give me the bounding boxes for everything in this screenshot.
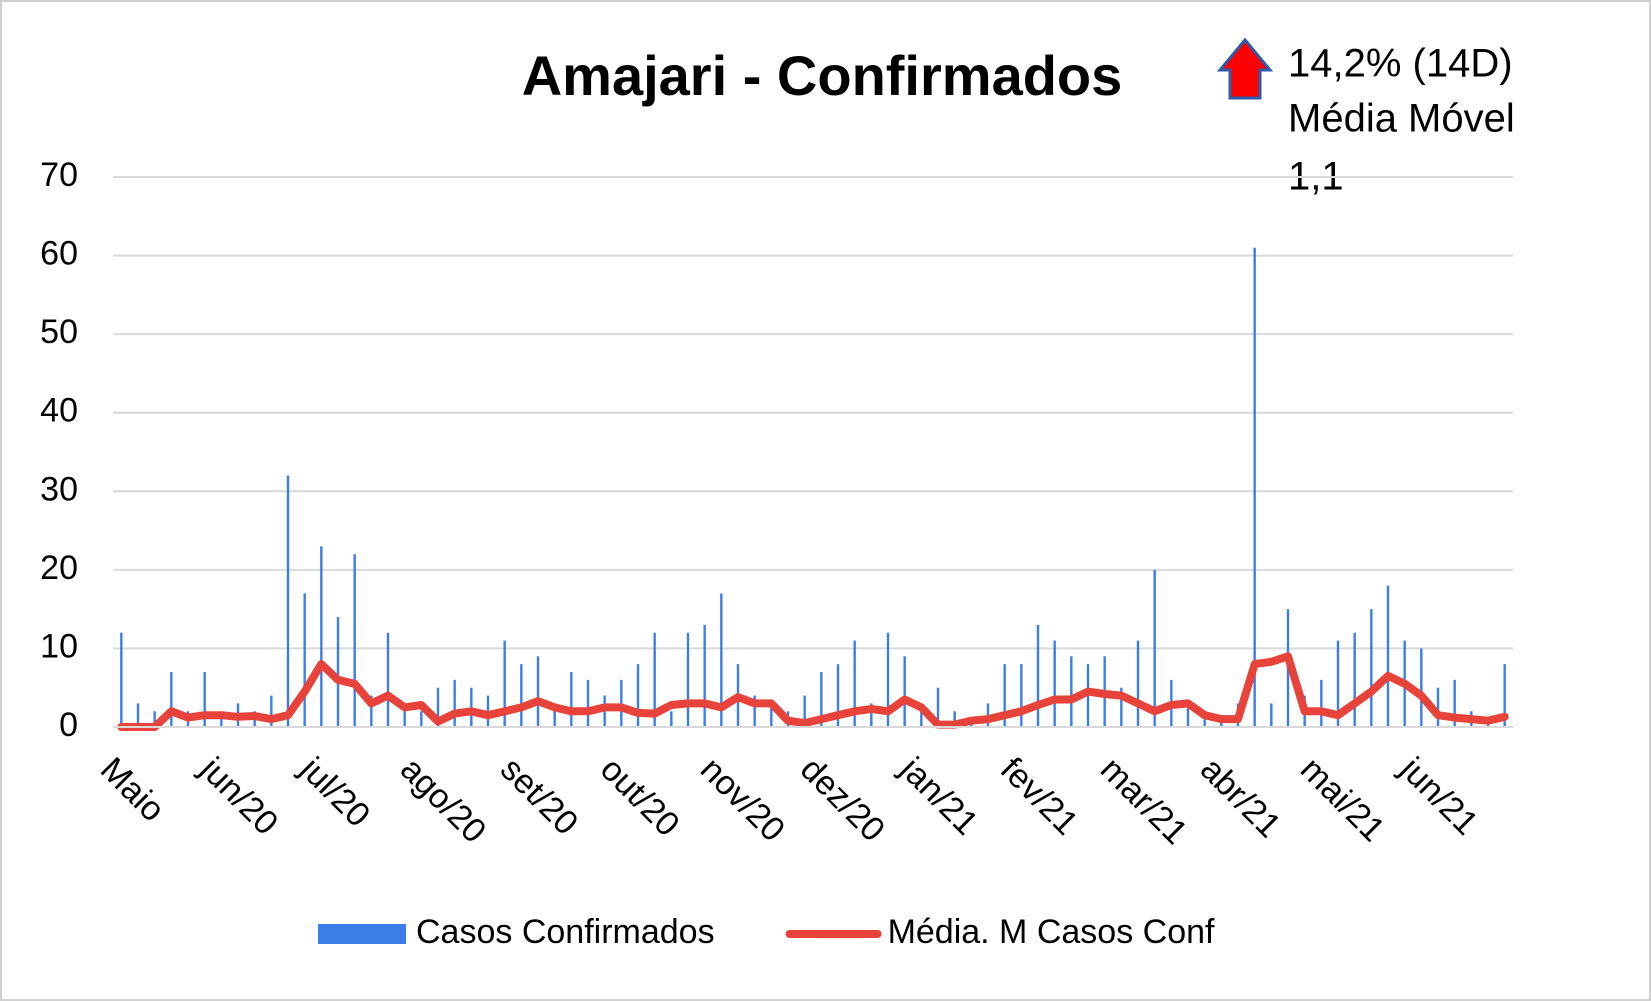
bar — [853, 640, 856, 727]
bar — [753, 695, 756, 727]
bar — [1453, 679, 1456, 727]
bar — [936, 687, 940, 727]
bar — [453, 679, 456, 727]
legend-swatch — [318, 924, 406, 944]
bar — [153, 711, 156, 727]
bar — [570, 672, 573, 727]
moving-average-line — [117, 652, 1509, 731]
bar — [1270, 703, 1273, 727]
bar — [1203, 719, 1206, 727]
bar — [286, 475, 290, 727]
bar — [636, 664, 640, 727]
bar — [386, 632, 390, 727]
y-tick-label: 10 — [40, 627, 78, 665]
bar — [1420, 648, 1423, 727]
legend-label: Média. M Casos Conf — [888, 913, 1215, 951]
bar — [353, 554, 356, 727]
bar — [170, 672, 173, 727]
bar — [1070, 656, 1073, 727]
bar — [1353, 632, 1356, 727]
y-tick-label: 30 — [40, 470, 78, 508]
bar — [770, 703, 773, 727]
bar — [803, 695, 806, 727]
y-tick-label: 70 — [40, 156, 78, 194]
annotation: Média Móvel — [1288, 97, 1515, 141]
bar — [1003, 664, 1006, 727]
up-arrow — [1216, 37, 1274, 100]
bar — [870, 703, 873, 727]
bar — [536, 656, 540, 727]
bar — [1336, 640, 1340, 727]
bar — [903, 656, 906, 727]
bar — [920, 703, 923, 727]
bar — [886, 632, 890, 727]
bar — [320, 546, 323, 727]
bar — [670, 711, 673, 727]
bar — [120, 632, 123, 727]
bar — [1370, 609, 1373, 727]
bar — [436, 687, 440, 727]
bar — [520, 664, 523, 727]
bar — [820, 672, 823, 727]
bar — [1253, 247, 1256, 727]
annotation: 14,2% (14D) — [1288, 42, 1513, 86]
bar — [703, 624, 706, 727]
bar — [503, 640, 506, 727]
bar — [336, 617, 340, 727]
bar — [1503, 664, 1506, 727]
bar — [1186, 703, 1190, 727]
legend-label: Casos Confirmados — [416, 913, 715, 951]
bar — [1053, 640, 1056, 727]
y-tick-label: 20 — [40, 549, 78, 587]
bar — [836, 664, 840, 727]
bar — [1120, 687, 1123, 727]
y-tick-label: 40 — [40, 392, 78, 430]
bar — [686, 632, 690, 727]
bar — [136, 703, 140, 727]
bar — [1153, 569, 1156, 727]
bar — [203, 672, 206, 727]
chart-title: Amajari - Confirmados — [522, 44, 1123, 107]
bar — [553, 703, 556, 727]
bar — [1436, 687, 1440, 727]
bar — [1036, 624, 1040, 727]
bar — [586, 679, 590, 727]
y-tick-label: 50 — [40, 313, 78, 351]
y-tick-label: 0 — [59, 706, 78, 744]
y-tick-label: 60 — [40, 235, 78, 273]
bar — [653, 632, 656, 727]
bar — [270, 695, 273, 727]
bar — [370, 695, 373, 727]
bar — [1020, 664, 1023, 727]
bar — [1136, 640, 1140, 727]
bar — [1386, 585, 1390, 727]
bar — [303, 593, 306, 727]
bar — [403, 703, 406, 727]
bar — [953, 711, 956, 727]
bar — [720, 593, 723, 727]
bar — [420, 711, 423, 727]
bar — [1320, 679, 1323, 727]
